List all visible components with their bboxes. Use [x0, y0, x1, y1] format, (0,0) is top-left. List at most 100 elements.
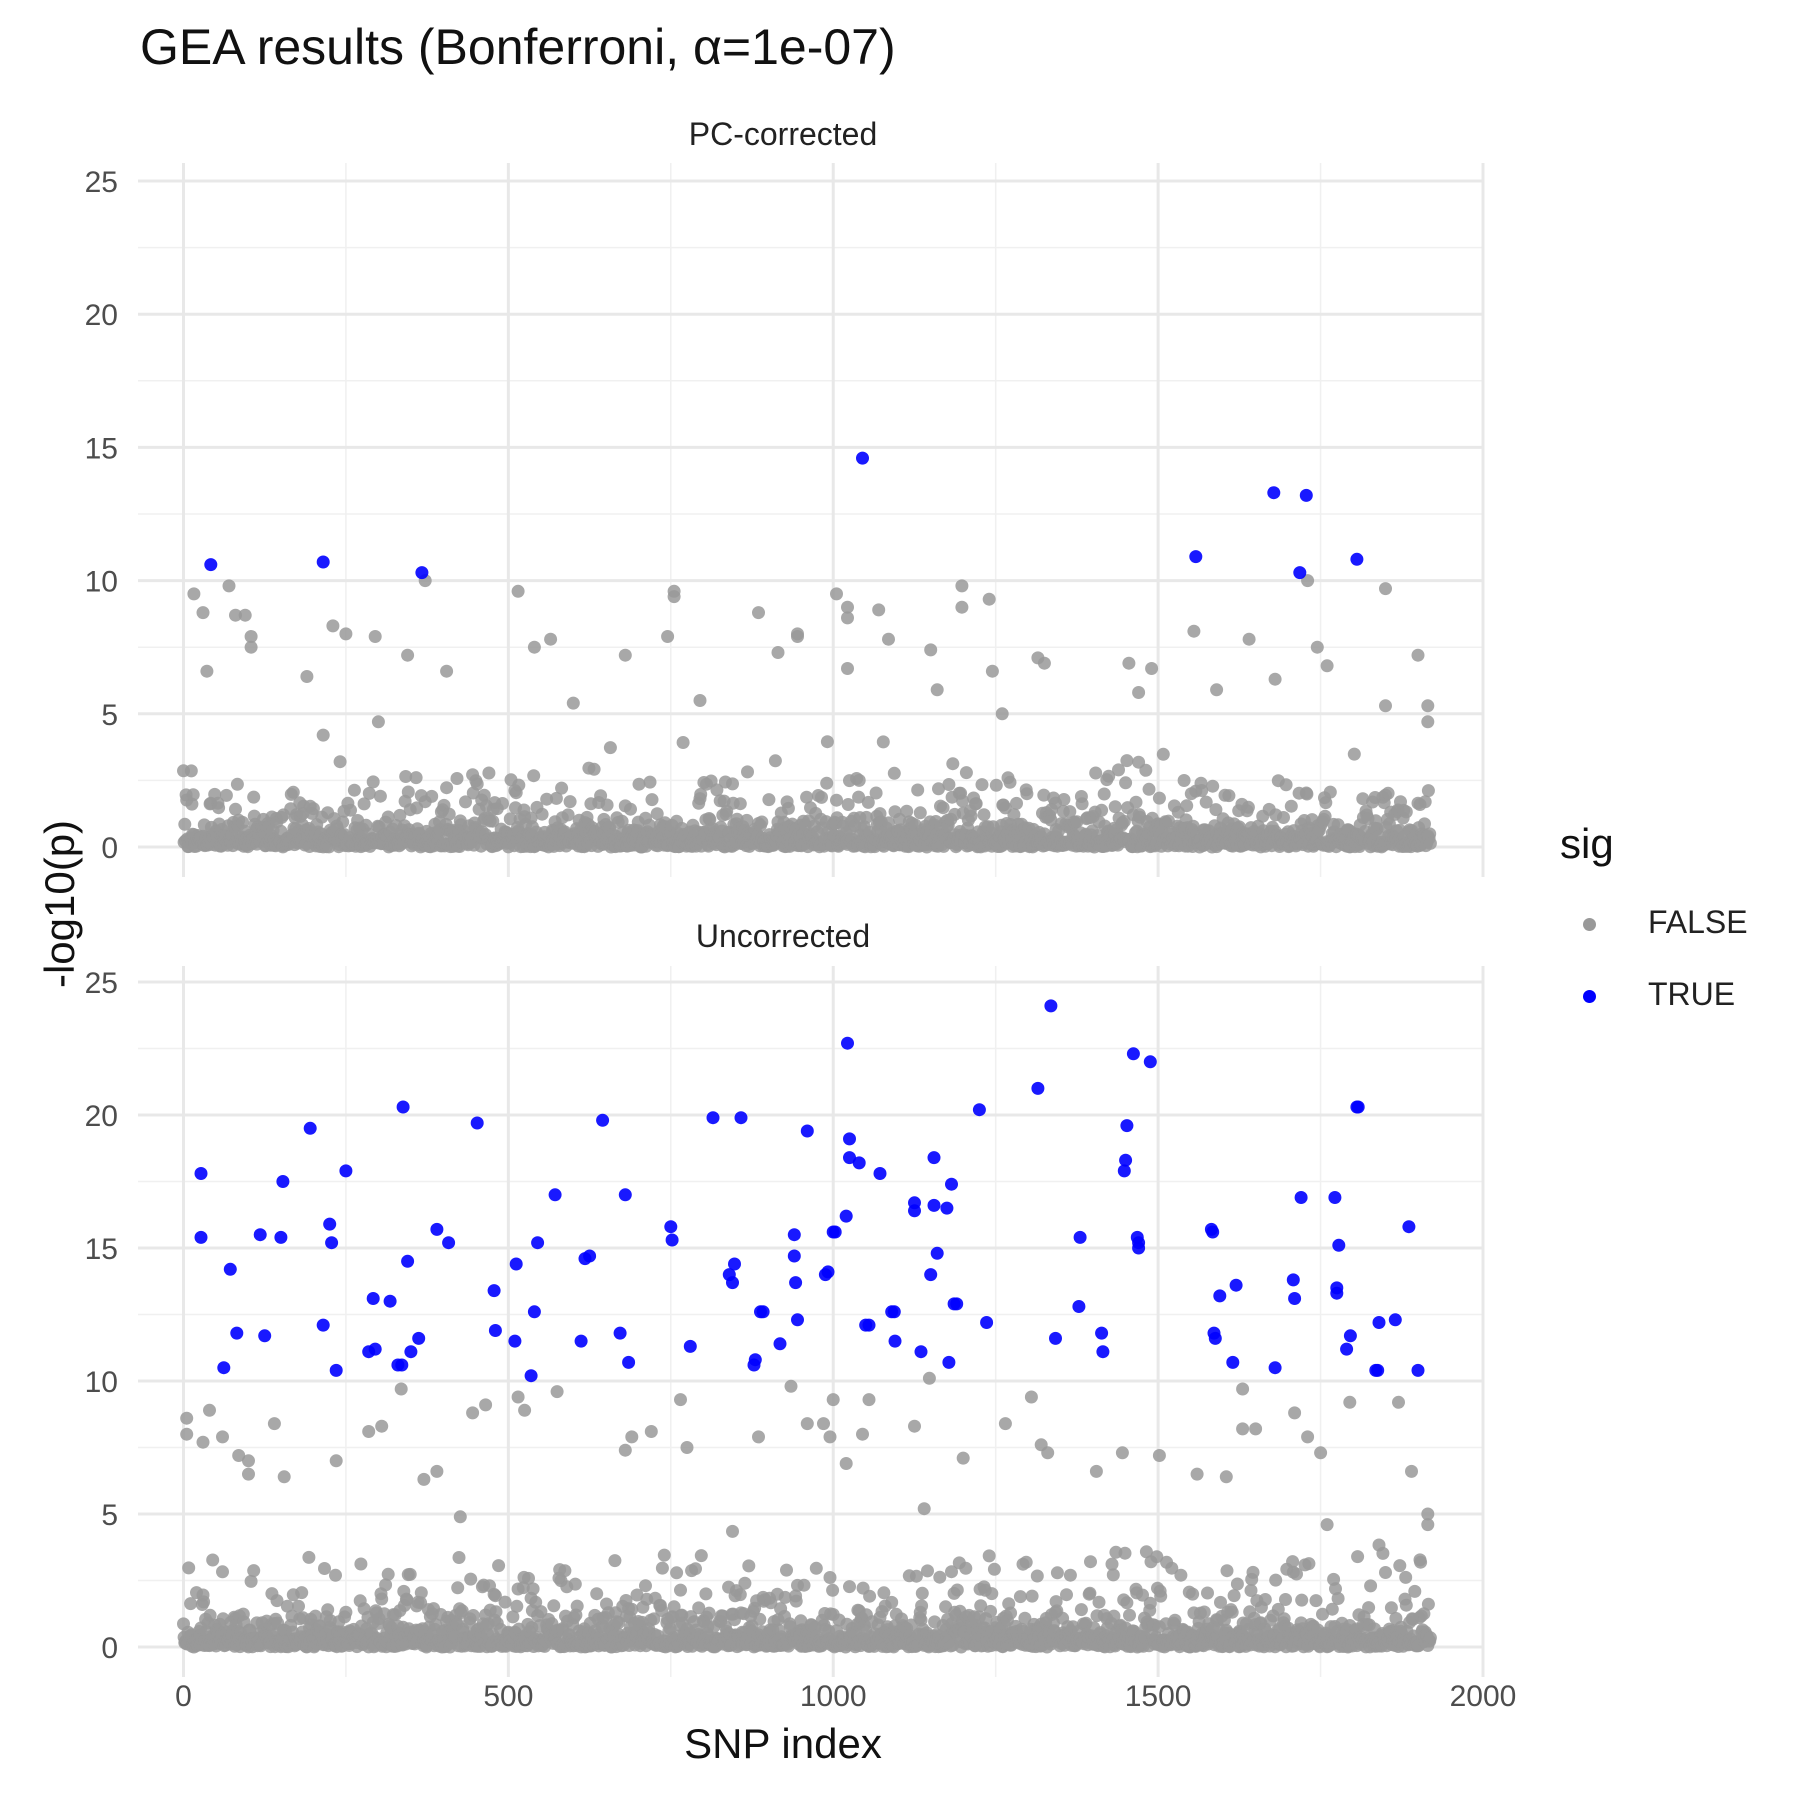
point-nonsig [182, 1561, 196, 1575]
point-nonsig [644, 1425, 658, 1438]
point-nonsig [247, 1564, 261, 1578]
point-nonsig [347, 783, 361, 797]
point-nonsig [1423, 827, 1437, 841]
point-nonsig [1279, 1593, 1292, 1606]
point-sig [773, 1337, 787, 1351]
point-nonsig [216, 1430, 229, 1444]
point-sig [1072, 1300, 1086, 1313]
point-nonsig [877, 1586, 891, 1600]
point-nonsig [1230, 1577, 1244, 1591]
point-sig [800, 1124, 814, 1138]
legend-label-true: TRUE [1648, 976, 1736, 1012]
point-sig [924, 1268, 938, 1282]
point-sig [1267, 486, 1281, 500]
point-nonsig [1379, 1566, 1392, 1579]
point-nonsig [1222, 789, 1236, 803]
point-nonsig [985, 1587, 999, 1601]
point-nonsig [197, 1595, 211, 1609]
point-nonsig [1152, 1449, 1166, 1462]
point-sig [274, 1230, 288, 1244]
point-sig [940, 1201, 954, 1215]
point-sig [1117, 1164, 1131, 1178]
point-nonsig [503, 812, 517, 826]
point-nonsig [242, 1454, 255, 1468]
point-nonsig [238, 608, 252, 622]
point-nonsig [913, 806, 927, 820]
point-nonsig [1320, 1518, 1334, 1532]
point-nonsig [984, 1604, 997, 1618]
y-tick-label: 10 [85, 1366, 118, 1399]
point-nonsig [882, 816, 895, 830]
point-sig [1132, 1241, 1146, 1255]
point-sig [1206, 1225, 1220, 1239]
point-nonsig [689, 1562, 702, 1576]
point-nonsig [1392, 1395, 1405, 1409]
point-nonsig [784, 1379, 798, 1393]
strip-label-pc-corrected: PC-corrected [688, 116, 878, 152]
point-nonsig [527, 769, 541, 783]
point-sig [843, 1151, 856, 1165]
point-nonsig [321, 1603, 335, 1617]
point-nonsig [375, 1592, 389, 1606]
point-nonsig [1057, 793, 1071, 806]
point-nonsig [797, 1578, 811, 1592]
point-nonsig [1097, 787, 1111, 801]
point-sig [470, 1116, 484, 1130]
point-nonsig [244, 1574, 258, 1588]
point-nonsig [1302, 1557, 1316, 1571]
point-nonsig [852, 773, 866, 787]
point-nonsig [180, 1427, 194, 1441]
point-nonsig [1108, 800, 1122, 814]
point-nonsig [694, 1549, 708, 1563]
point-nonsig [955, 600, 969, 614]
point-nonsig [1411, 648, 1425, 662]
point-nonsig [661, 630, 675, 643]
point-sig [1189, 550, 1203, 564]
point-nonsig [302, 1550, 316, 1564]
point-nonsig [1244, 1584, 1258, 1597]
point-nonsig [1269, 1573, 1283, 1587]
legend-dot-true [1583, 990, 1596, 1003]
point-nonsig [615, 814, 629, 828]
point-nonsig [989, 778, 1003, 792]
point-nonsig [547, 1599, 561, 1613]
point-nonsig [403, 1567, 417, 1581]
point-nonsig [1343, 1395, 1357, 1409]
point-nonsig [1186, 1587, 1200, 1601]
point-sig [223, 1262, 237, 1276]
point-nonsig [1168, 1613, 1182, 1627]
point-nonsig [1421, 1597, 1435, 1611]
point-nonsig [915, 1599, 929, 1613]
point-nonsig [781, 801, 795, 815]
point-nonsig [277, 1470, 291, 1484]
point-sig [230, 1326, 244, 1340]
point-sig [664, 1220, 678, 1234]
point-nonsig [563, 795, 577, 809]
point-sig [430, 1222, 444, 1236]
point-nonsig [1122, 656, 1136, 670]
point-nonsig [459, 795, 472, 809]
point-nonsig [1195, 784, 1209, 797]
point-nonsig [1301, 574, 1315, 588]
point-nonsig [219, 788, 233, 802]
point-nonsig [1003, 775, 1017, 789]
point-nonsig [1060, 1588, 1073, 1602]
point-nonsig [184, 764, 198, 778]
point-nonsig [488, 1589, 502, 1603]
point-nonsig [1063, 805, 1077, 819]
point-nonsig [1314, 1446, 1328, 1460]
point-nonsig [1075, 797, 1089, 811]
x-tick-label: 0 [175, 1680, 192, 1713]
point-nonsig [733, 1588, 747, 1602]
point-nonsig [841, 600, 854, 614]
y-tick-label: 0 [101, 832, 118, 865]
point-sig [1332, 1238, 1346, 1252]
point-nonsig [830, 587, 843, 601]
point-nonsig [1083, 1586, 1097, 1600]
point-sig [1388, 1313, 1402, 1327]
point-sig [927, 1151, 941, 1165]
point-nonsig [1227, 1589, 1241, 1603]
point-nonsig [466, 1609, 480, 1622]
point-nonsig [791, 630, 804, 643]
point-nonsig [180, 1411, 194, 1425]
